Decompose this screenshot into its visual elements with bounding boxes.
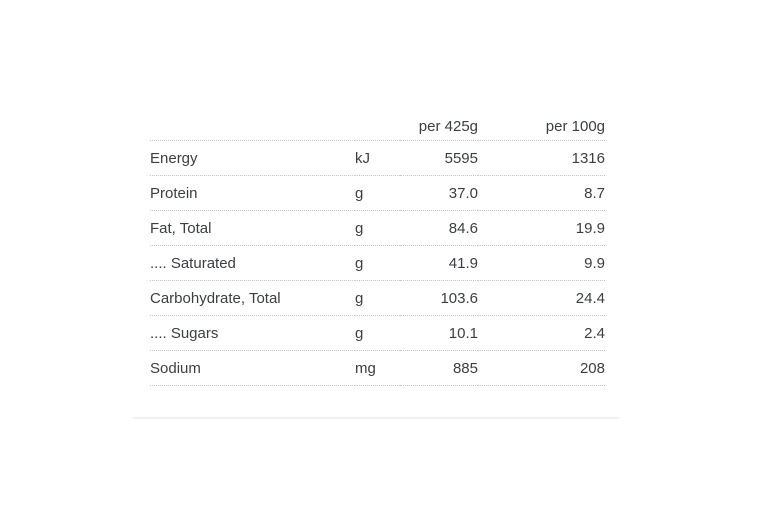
nutrient-name: .... Saturated <box>150 245 355 281</box>
nutrient-unit: g <box>355 315 400 351</box>
nutrient-unit: g <box>355 280 400 316</box>
table-row-saturated-fat: .... Saturated g 41.9 9.9 <box>150 245 605 281</box>
column-header-per-serving: per 425g <box>400 112 478 141</box>
header-spacer-unit <box>355 112 400 141</box>
header-spacer-nutrient <box>150 112 355 141</box>
nutrient-unit: g <box>355 210 400 246</box>
nutrient-name: Protein <box>150 175 355 211</box>
bottom-divider <box>133 417 619 419</box>
nutrient-name: Sodium <box>150 350 355 386</box>
table-row-protein: Protein g 37.0 8.7 <box>150 175 605 211</box>
table-row-fat-total: Fat, Total g 84.6 19.9 <box>150 210 605 246</box>
nutrition-table-container: per 425g per 100g Energy kJ 5595 1316 Pr… <box>150 112 605 386</box>
value-per-serving: 885 <box>400 350 478 386</box>
value-per-serving: 37.0 <box>400 175 478 211</box>
value-per-serving: 103.6 <box>400 280 478 316</box>
table-row-sugars: .... Sugars g 10.1 2.4 <box>150 315 605 351</box>
value-per-100g: 8.7 <box>478 175 605 211</box>
nutrient-name: Carbohydrate, Total <box>150 280 355 316</box>
nutrition-table: per 425g per 100g Energy kJ 5595 1316 Pr… <box>150 112 605 386</box>
nutrient-unit: g <box>355 245 400 281</box>
value-per-100g: 9.9 <box>478 245 605 281</box>
value-per-serving: 84.6 <box>400 210 478 246</box>
value-per-100g: 2.4 <box>478 315 605 351</box>
value-per-serving: 5595 <box>400 140 478 176</box>
table-row-carbohydrate-total: Carbohydrate, Total g 103.6 24.4 <box>150 280 605 316</box>
nutrient-name: Energy <box>150 140 355 176</box>
table-row-energy: Energy kJ 5595 1316 <box>150 140 605 176</box>
column-header-per-100g: per 100g <box>478 112 605 141</box>
nutrient-name: Fat, Total <box>150 210 355 246</box>
nutrient-unit: g <box>355 175 400 211</box>
nutrient-unit: mg <box>355 350 400 386</box>
value-per-100g: 208 <box>478 350 605 386</box>
value-per-serving: 41.9 <box>400 245 478 281</box>
nutrient-name: .... Sugars <box>150 315 355 351</box>
table-row-sodium: Sodium mg 885 208 <box>150 350 605 386</box>
nutrient-unit: kJ <box>355 140 400 176</box>
value-per-100g: 24.4 <box>478 280 605 316</box>
table-header-row: per 425g per 100g <box>150 112 605 141</box>
value-per-serving: 10.1 <box>400 315 478 351</box>
value-per-100g: 1316 <box>478 140 605 176</box>
value-per-100g: 19.9 <box>478 210 605 246</box>
